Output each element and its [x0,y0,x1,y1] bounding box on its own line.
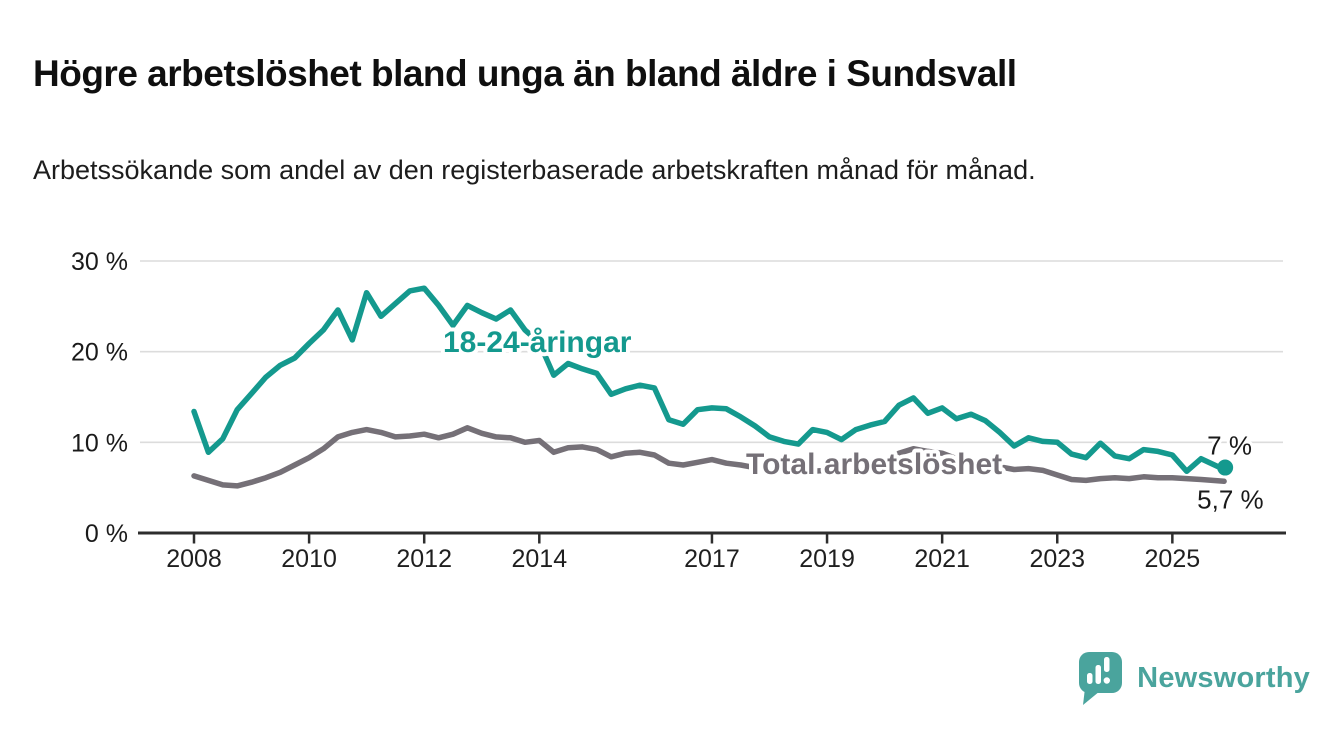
x-axis-label: 2008 [166,545,222,573]
series-label: 18-24-åringar [443,326,632,359]
chart-subtitle: Arbetssökande som andel av den registerb… [33,155,1036,185]
x-axis-label: 2019 [799,545,855,573]
x-axis-label: 2021 [914,545,970,573]
chart-title: Högre arbetslöshet bland unga än bland ä… [33,52,1017,94]
y-axis-label: 0 % [85,520,128,548]
x-axis-label: 2025 [1145,545,1201,573]
series-label: Total arbetslöshet [746,448,1002,481]
x-axis-label: 2017 [684,545,740,573]
y-axis-label: 30 % [71,248,128,276]
newsworthy-icon [1079,652,1123,705]
series-line [191,425,1227,489]
y-axis-label: 20 % [71,339,128,367]
y-axis-label: 10 % [71,429,128,457]
x-axis-label: 2014 [511,545,567,573]
x-axis-label: 2023 [1029,545,1085,573]
end-value-label: 7 % [1207,431,1252,461]
end-value-label: 5,7 % [1197,484,1264,514]
newsworthy-logo-text: Newsworthy [1137,661,1310,694]
newsworthy-logo: Newsworthy [1077,650,1310,706]
x-axis-label: 2010 [281,545,337,573]
x-axis-label: 2012 [396,545,452,573]
end-dot [1217,459,1234,476]
series-line [191,285,1227,475]
